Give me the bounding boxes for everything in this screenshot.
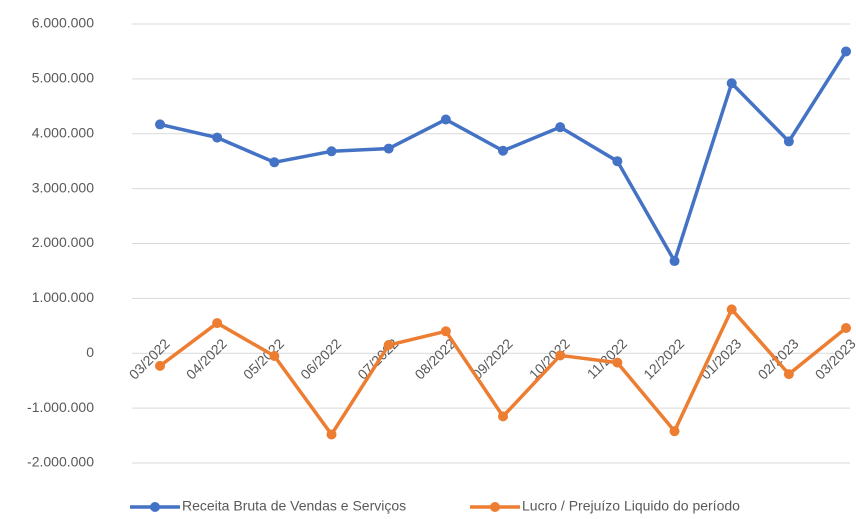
data-point [326,429,337,440]
data-point [841,323,852,334]
data-point [383,143,394,154]
data-point [440,114,451,125]
x-tick-label: 10/2022 [526,335,573,382]
y-tick-label: 6.000.000 [32,15,94,31]
data-point [212,132,223,143]
y-tick-label: 5.000.000 [32,70,94,86]
x-tick-label: 05/2022 [240,335,287,382]
data-point [383,340,394,351]
x-tick-label: 01/2023 [697,335,744,382]
series-line [159,50,848,263]
data-point [155,119,165,130]
data-point [269,157,280,168]
data-point [498,411,509,422]
y-tick-label: 2.000.000 [32,234,94,250]
data-point [212,318,223,329]
legend-label: Lucro / Prejuízo Liquido do período [522,498,740,514]
data-point [783,369,794,380]
data-point [669,426,680,437]
data-point [555,122,566,133]
data-point [440,326,451,337]
x-tick-label: 06/2022 [297,335,344,382]
data-point [326,146,337,157]
data-point [841,46,852,57]
data-point [669,256,680,267]
data-point [726,78,737,89]
y-tick-label: 1.000.000 [32,289,94,305]
data-point [612,156,623,167]
data-point [555,350,566,361]
legend-marker [150,502,160,512]
data-point [612,357,623,368]
y-tick-label: 4.000.000 [32,124,94,140]
x-tick-label: 12/2022 [640,335,687,382]
y-tick-label: 0 [86,344,94,360]
data-point [269,350,280,361]
y-tick-label: -2.000.000 [27,454,94,470]
x-tick-label: 03/2023 [812,335,856,382]
y-tick-label: 3.000.000 [32,179,94,195]
x-tick-label: 03/2022 [126,335,173,382]
y-tick-label: -1.000.000 [27,399,94,415]
legend-label: Receita Bruta de Vendas e Serviços [182,498,406,514]
data-point [498,145,509,156]
data-point [155,360,165,371]
data-point [783,136,794,147]
data-point [726,304,737,315]
legend-marker [490,502,500,512]
